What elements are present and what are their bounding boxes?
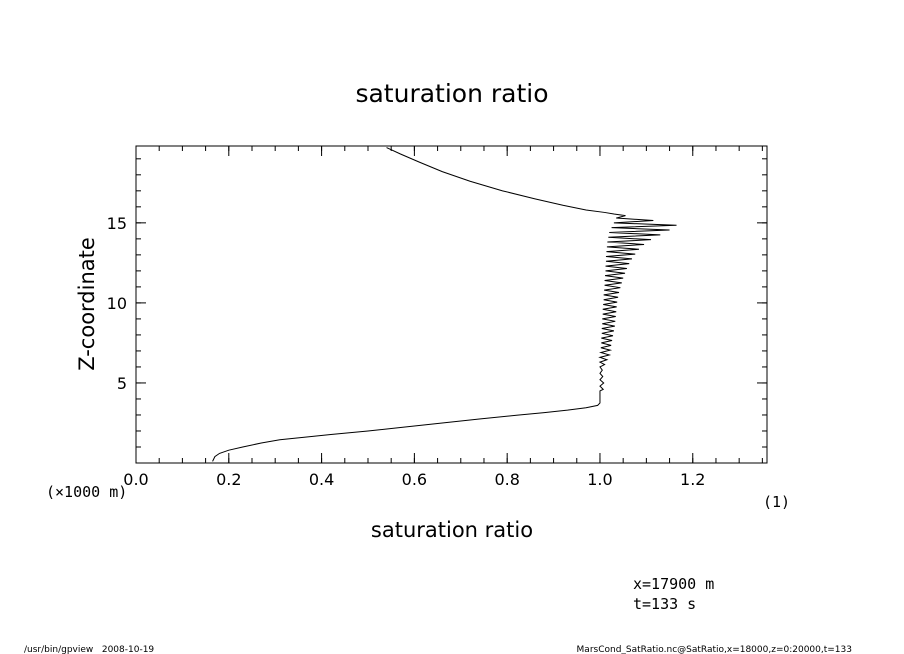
x-axis-label: saturation ratio <box>371 518 533 542</box>
x-tick-label: 0.4 <box>309 470 334 489</box>
x-tick-label: 0.0 <box>123 470 148 489</box>
y-axis-label: Z-coordinate <box>75 237 99 371</box>
minor-ticks <box>136 146 767 463</box>
x-tick-label: 0.6 <box>402 470 427 489</box>
y-axis-ticks: 5 10 15 <box>107 214 767 393</box>
plot-area: 0.0 0.2 0.4 0.6 0.8 1.0 1.2 5 10 15 <box>107 145 768 489</box>
x-tick-label: 0.8 <box>494 470 519 489</box>
x-axis-ticks: 0.0 0.2 0.4 0.6 0.8 1.0 1.2 <box>123 146 705 489</box>
chart-title: saturation ratio <box>355 79 548 108</box>
x-tick-label: 0.2 <box>216 470 241 489</box>
x-axis-unit: (1) <box>763 493 790 511</box>
plot-frame <box>135 145 768 464</box>
x-tick-label: 1.0 <box>587 470 612 489</box>
y-tick-label: 10 <box>107 294 127 313</box>
time-annotation: t=133 s <box>633 595 696 613</box>
position-annotation: x=17900 m <box>633 575 714 593</box>
footer-program-date: /usr/bin/gpview 2008-10-19 <box>24 645 154 654</box>
y-tick-label: 15 <box>107 214 127 233</box>
footer-source: MarsCond_SatRatio.nc@SatRatio,x=18000,z=… <box>577 645 852 654</box>
series-line <box>212 147 677 462</box>
y-axis-unit: (×1000 m) <box>46 483 127 501</box>
x-tick-label: 1.2 <box>680 470 705 489</box>
y-tick-label: 5 <box>117 374 127 393</box>
